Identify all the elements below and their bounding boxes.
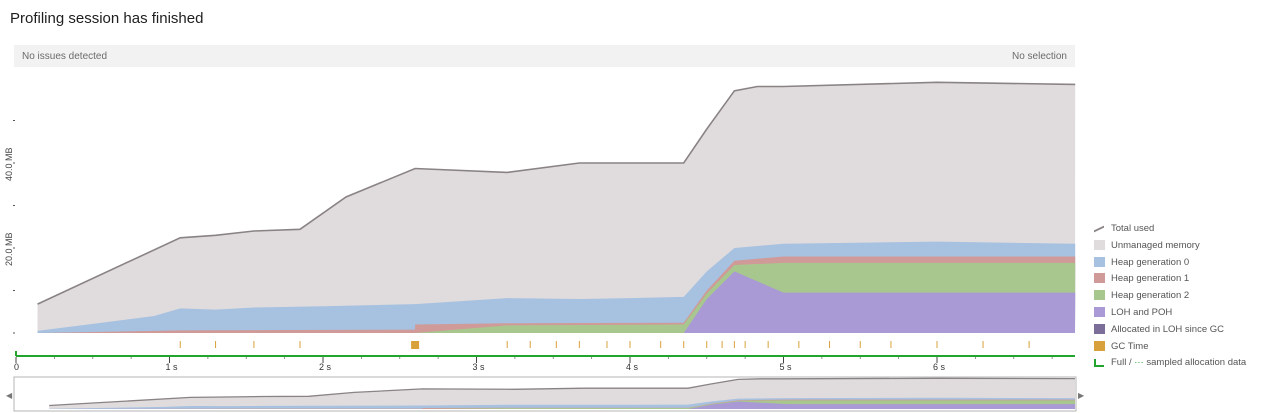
x-axis-label: 3 s [472, 362, 485, 372]
gc-time-mark [744, 341, 746, 348]
gc-time-mark [606, 341, 608, 348]
legend-item-unmanaged-memory: Unmanaged memory [1093, 239, 1246, 256]
color-swatch-icon [1094, 306, 1105, 317]
x-axis-label: 1 s [165, 362, 178, 372]
x-axis-label: 4 s [626, 362, 639, 372]
color-swatch-icon [1094, 256, 1105, 267]
legend-item-heap-generation-1: Heap generation 1 [1093, 272, 1246, 289]
gc-time-mark [767, 341, 769, 348]
issues-status: No issues detected [22, 51, 108, 62]
y-axis-label: 20.0 MB [4, 232, 14, 266]
color-swatch-icon [1094, 340, 1105, 351]
gc-time-mark [890, 341, 892, 348]
gc-time-mark [253, 341, 255, 348]
x-axis-label: 0 [14, 362, 20, 372]
legend-label: Heap generation 2 [1111, 290, 1190, 302]
legend-full-label: Full / [1111, 357, 1132, 369]
scroll-right-icon[interactable]: ▶ [1078, 391, 1085, 400]
gc-time-mark [798, 341, 800, 348]
color-swatch-icon [1094, 323, 1105, 334]
dotted-line-icon: ··· [1134, 357, 1144, 369]
step-line-icon [1094, 359, 1104, 368]
overview-total-used-line [49, 377, 1076, 407]
x-axis-label: 5 s [779, 362, 792, 372]
gc-time-mark [629, 341, 631, 348]
legend-item-heap-generation-2: Heap generation 2 [1093, 289, 1246, 306]
overview-area-loh-and-poh [49, 401, 1076, 409]
x-axis-label: 6 s [933, 362, 946, 372]
total-used-line [37, 81, 1076, 305]
gc-time-mark [578, 341, 580, 348]
gc-time-mark [982, 341, 984, 348]
gc-time-mark [829, 341, 831, 348]
color-swatch-icon [1094, 290, 1105, 301]
color-swatch-icon [1094, 273, 1105, 284]
legend-item-total-used: Total used [1093, 222, 1246, 239]
legend-label: Allocated in LOH since GC [1111, 323, 1224, 335]
legend-item-gc-time: GC Time [1093, 340, 1246, 357]
selection-status: No selection [1011, 51, 1067, 62]
legend-label: GC Time [1111, 340, 1149, 352]
legend: Total used Unmanaged memory Heap generatio… [1093, 222, 1246, 373]
legend-sampled-label: sampled allocation data [1146, 357, 1247, 369]
legend-item-heap-generation-0: Heap generation 0 [1093, 256, 1246, 273]
legend-label: Unmanaged memory [1111, 239, 1200, 251]
status-bar: No issues detected No selection [14, 45, 1075, 67]
line-swatch-icon [1094, 225, 1104, 233]
gc-time-mark [411, 341, 420, 349]
legend-label: Heap generation 1 [1111, 273, 1190, 285]
gc-time-mark [859, 341, 861, 348]
legend-label: LOH and POH [1111, 306, 1173, 318]
legend-item-allocation-data: Full / ··· sampled allocation data [1093, 356, 1246, 373]
scroll-left-icon[interactable]: ◀ [6, 391, 13, 400]
gc-time-mark [706, 341, 708, 348]
area-loh-and-poh [37, 271, 1076, 333]
legend-label: Heap generation 0 [1111, 256, 1190, 268]
legend-label: Total used [1111, 223, 1155, 234]
gc-time-mark [1028, 341, 1030, 348]
legend-item-loh-and-poh: LOH and POH [1093, 306, 1246, 323]
x-axis-label: 2 s [319, 362, 332, 372]
gc-time-mark [936, 341, 938, 348]
session-title: Profiling session has finished [10, 10, 204, 27]
gc-time-mark [555, 341, 557, 348]
gc-time-mark [506, 341, 508, 348]
gc-time-mark [529, 341, 531, 348]
gc-time-mark [215, 341, 217, 348]
legend-item-allocated-in-loh-since-gc: Allocated in LOH since GC [1093, 323, 1246, 340]
gc-time-mark [179, 341, 181, 348]
y-axis-label: 40.0 MB [4, 147, 14, 181]
color-swatch-icon [1094, 239, 1105, 250]
gc-time-mark [721, 341, 723, 348]
gc-time-mark [660, 341, 662, 348]
gc-time-mark [299, 341, 301, 348]
gc-time-mark [683, 341, 685, 348]
gc-time-mark [733, 341, 735, 348]
